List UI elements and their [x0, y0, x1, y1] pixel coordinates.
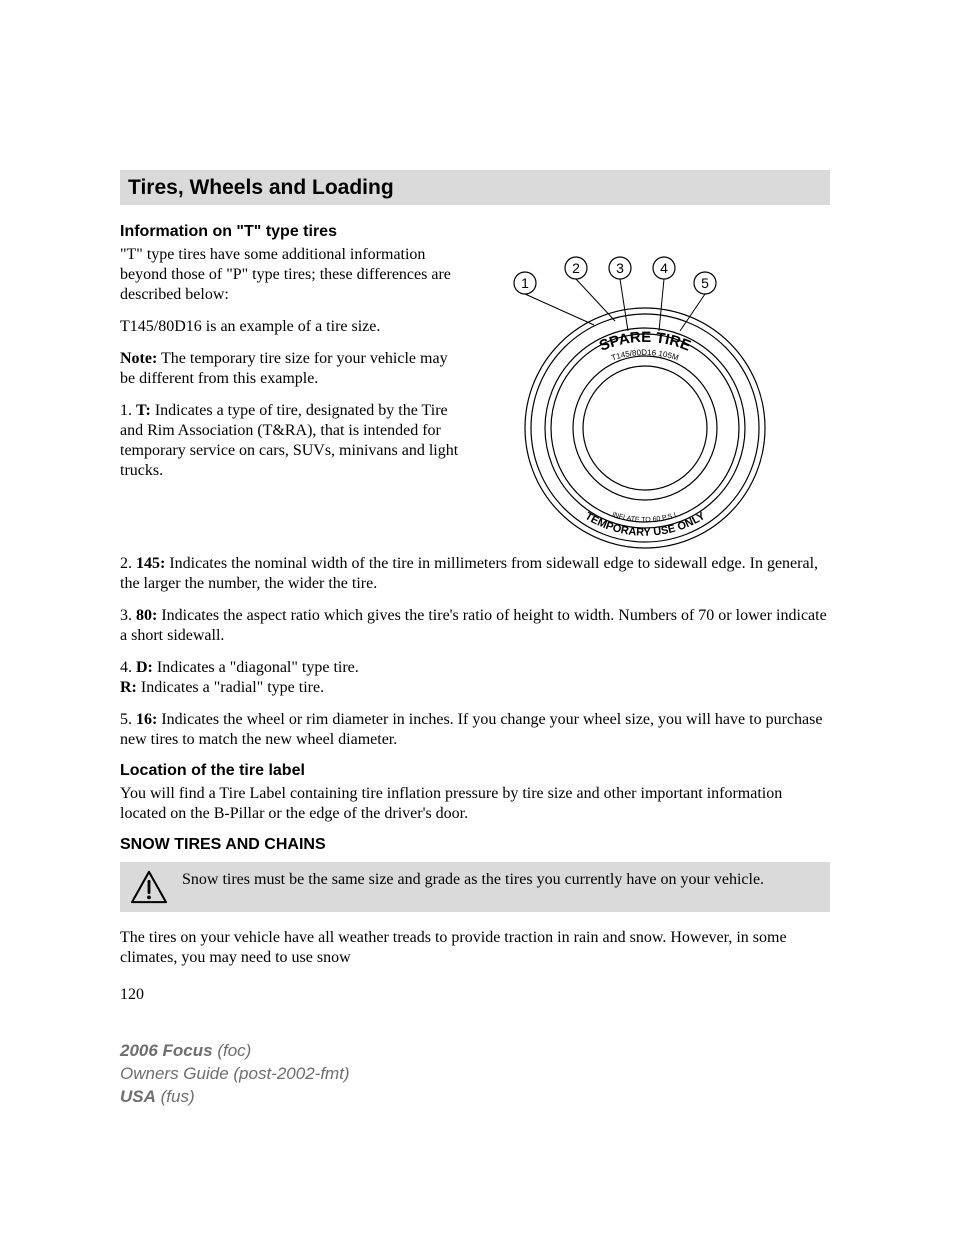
diagram-text-temp: TEMPORARY USE ONLY: [583, 510, 708, 539]
para-example: T145/80D16 is an example of a tire size.: [120, 317, 460, 337]
item-4-label: D:: [136, 659, 153, 676]
two-column-layout: "T" type tires have some additional info…: [120, 245, 830, 558]
item-3-label: 80:: [136, 607, 157, 624]
tire-diagram: SPARE TIRE T145/80D16 105M TEMPORARY USE…: [480, 253, 810, 553]
item-1: 1. T: Indicates a type of tire, designat…: [120, 401, 460, 481]
item-2-label: 145:: [136, 555, 165, 572]
item-5-num: 5.: [120, 711, 136, 728]
item-4b-label: R:: [120, 679, 137, 696]
para-snow: The tires on your vehicle have all weath…: [120, 928, 830, 968]
callout-label-5: 5: [701, 275, 709, 291]
warning-box: Snow tires must be the same size and gra…: [120, 862, 830, 912]
item-2-num: 2.: [120, 555, 136, 572]
footer-code-3: (fus): [156, 1087, 195, 1106]
item-1-label: T:: [136, 402, 151, 419]
page-content: Tires, Wheels and Loading Information on…: [120, 170, 830, 1004]
item-5: 5. 16: Indicates the wheel or rim diamet…: [120, 710, 830, 750]
footer-model: 2006 Focus: [120, 1041, 213, 1060]
para-note: Note: The temporary tire size for your v…: [120, 349, 460, 389]
item-4: 4. D: Indicates a "diagonal" type tire.: [120, 658, 830, 678]
page-number: 120: [120, 986, 830, 1004]
callout-label-4: 4: [660, 260, 668, 276]
item-1-text: Indicates a type of tire, designated by …: [120, 402, 458, 479]
footer-code-1: (foc): [213, 1041, 252, 1060]
section-header: Tires, Wheels and Loading: [120, 170, 830, 205]
item-4b-text: Indicates a "radial" type tire.: [137, 679, 324, 696]
note-text: The temporary tire size for your vehicle…: [120, 350, 448, 387]
item-1-num: 1.: [120, 402, 136, 419]
item-3-text: Indicates the aspect ratio which gives t…: [120, 607, 827, 644]
subheading-tire-label: Location of the tire label: [120, 762, 830, 780]
footer-line-3: USA (fus): [120, 1086, 350, 1109]
item-3: 3. 80: Indicates the aspect ratio which …: [120, 606, 830, 646]
svg-text:TEMPORARY USE ONLY: TEMPORARY USE ONLY: [583, 510, 708, 539]
footer: 2006 Focus (foc) Owners Guide (post-2002…: [120, 1040, 350, 1109]
item-4b: R: Indicates a "radial" type tire.: [120, 678, 830, 698]
para-tire-label: You will find a Tire Label containing ti…: [120, 784, 830, 824]
item-2: 2. 145: Indicates the nominal width of t…: [120, 554, 830, 594]
left-column: "T" type tires have some additional info…: [120, 245, 460, 493]
callout-label-3: 3: [616, 260, 624, 276]
item-5-text: Indicates the wheel or rim diameter in i…: [120, 711, 822, 748]
item-4-num: 4.: [120, 659, 136, 676]
footer-line-2: Owners Guide (post-2002-fmt): [120, 1063, 350, 1086]
item-3-num: 3.: [120, 607, 136, 624]
svg-text:INFLATE TO 60 P.S.I.: INFLATE TO 60 P.S.I.: [611, 511, 679, 524]
note-label: Note:: [120, 350, 157, 367]
diagram-text-psi: INFLATE TO 60 P.S.I.: [611, 511, 679, 524]
callout-label-1: 1: [521, 275, 529, 291]
item-5-label: 16:: [136, 711, 157, 728]
footer-region: USA: [120, 1087, 156, 1106]
item-2-text: Indicates the nominal width of the tire …: [120, 555, 818, 592]
subheading-snow: SNOW TIRES AND CHAINS: [120, 836, 830, 854]
callout-label-2: 2: [572, 260, 580, 276]
right-column: SPARE TIRE T145/80D16 105M TEMPORARY USE…: [480, 245, 830, 558]
item-4-text: Indicates a "diagonal" type tire.: [153, 659, 359, 676]
subheading-t-tires: Information on "T" type tires: [120, 223, 830, 241]
footer-line-1: 2006 Focus (foc): [120, 1040, 350, 1063]
para-intro: "T" type tires have some additional info…: [120, 245, 460, 305]
warning-text: Snow tires must be the same size and gra…: [182, 870, 764, 890]
warning-icon: [130, 870, 168, 904]
